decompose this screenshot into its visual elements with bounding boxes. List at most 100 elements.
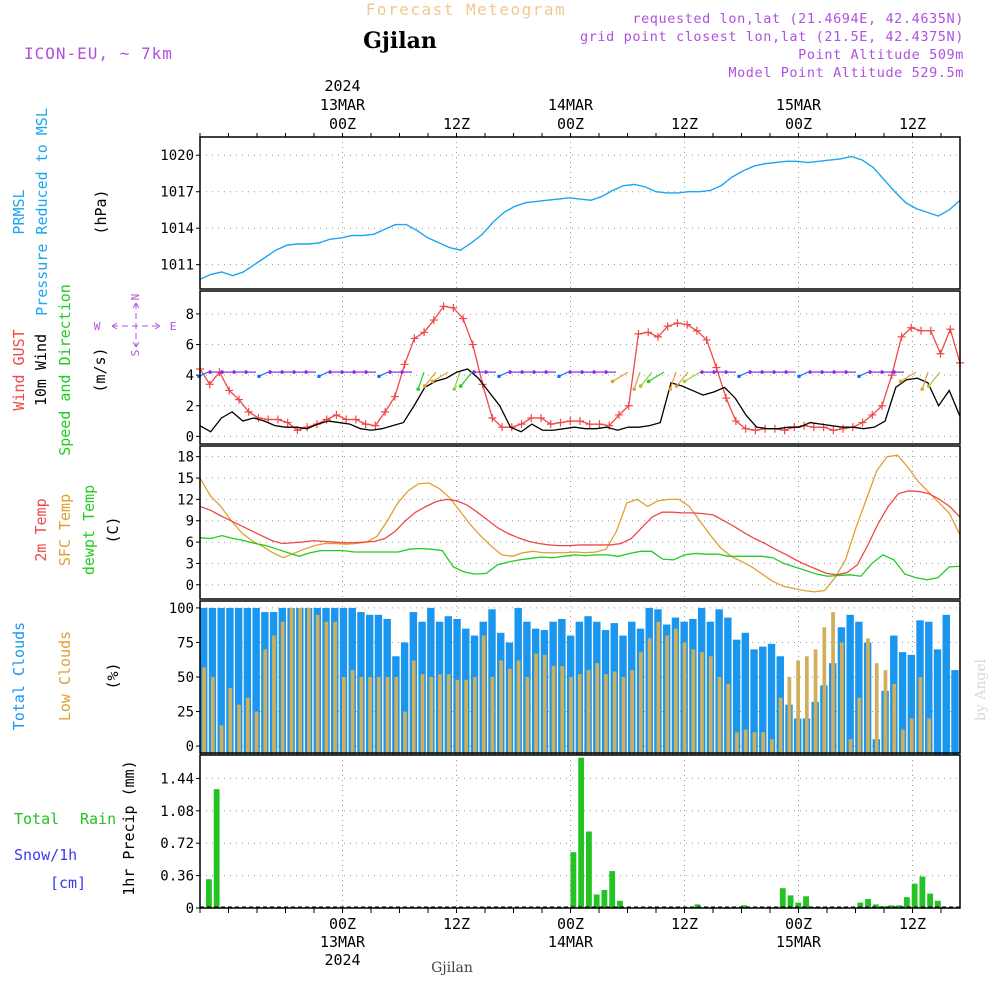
wind-direction-arrow <box>460 371 473 387</box>
wind-direction-arrow <box>424 371 437 387</box>
bottom-axis-label: 00Z <box>329 915 356 933</box>
gust-marker <box>556 418 565 427</box>
clouds-ytick-label: 0 <box>186 739 194 755</box>
gust-marker <box>527 413 536 422</box>
gust-marker <box>449 303 458 312</box>
wind-arrow-head <box>580 370 584 374</box>
total-clouds-bar <box>217 607 225 761</box>
pressure-ytick-label: 1014 <box>160 221 194 237</box>
precip-bar <box>927 893 934 908</box>
requested-coords: requested lon,lat (21.4694E, 42.4635N) <box>632 11 964 27</box>
compass-south: S <box>129 350 142 357</box>
wind-arrow-head <box>920 387 924 391</box>
gust-marker <box>332 410 341 419</box>
low-clouds-bar <box>656 621 661 761</box>
total-clouds-bar <box>907 654 916 761</box>
total-clouds-bar <box>846 614 854 761</box>
gust-marker <box>829 426 838 435</box>
wind-line <box>199 368 961 433</box>
low-clouds-bar <box>350 670 355 761</box>
precip-bar <box>779 888 786 908</box>
precip-bar <box>741 905 747 908</box>
dewpoint-line <box>199 534 961 581</box>
gust-marker <box>644 328 653 337</box>
temperature-ytick-label: 9 <box>186 514 194 530</box>
temperature-plot-area <box>200 446 960 599</box>
compass-east: E <box>170 320 177 333</box>
top-axis-label: 12Z <box>671 115 698 133</box>
bottom-axis-label: 14MAR <box>548 933 594 951</box>
wind-10m-label: 10m Wind <box>32 334 50 406</box>
grid-point-coords: grid point closest lon,lat (21.5E, 42.43… <box>580 29 964 45</box>
low-clouds-bar <box>604 674 608 761</box>
temperature-ytick-label: 12 <box>177 492 194 508</box>
wind-arrow-head <box>208 370 212 374</box>
low-clouds-bar <box>761 732 766 761</box>
low-clouds-bar <box>411 660 416 761</box>
low-clouds-bar <box>927 718 931 761</box>
gust-marker <box>361 420 370 429</box>
top-axis-label: 12Z <box>899 115 926 133</box>
low-clouds-bar <box>385 677 390 761</box>
total-clouds-bar <box>234 607 243 761</box>
total-clouds-bar <box>855 621 863 761</box>
wind-arrow-head <box>557 374 561 379</box>
low-clouds-bar <box>394 677 399 761</box>
compass-arrowheads <box>111 302 161 348</box>
gust-marker <box>225 386 234 395</box>
low-clouds-bar <box>324 621 329 761</box>
low-clouds-bar <box>796 660 800 761</box>
total-clouds-bar <box>951 670 959 761</box>
gust-marker <box>858 418 867 427</box>
gust-marker <box>244 407 253 416</box>
wind-speed-direction-label: Speed and Direction <box>56 284 74 456</box>
precip-bar <box>880 906 887 908</box>
wind-ytick-label: 6 <box>186 338 194 354</box>
temperature-ytick-label: 18 <box>177 450 194 466</box>
low-clouds-bar <box>263 649 268 761</box>
precip-bar <box>206 879 212 908</box>
gust-marker <box>809 423 818 432</box>
wind-arrow-head <box>292 370 296 374</box>
wind-direction-arrow <box>684 371 701 382</box>
gust-marker <box>400 360 409 369</box>
low-clouds-bar <box>525 677 530 761</box>
precip-ytick-label: 0.72 <box>160 836 194 852</box>
gust-marker <box>595 420 604 429</box>
total-clouds-bar <box>898 652 907 761</box>
gust-marker <box>839 424 848 433</box>
low-clouds-bar <box>735 732 739 761</box>
gust-marker <box>459 314 468 323</box>
gust-marker <box>936 349 945 358</box>
wind-arrow-head <box>724 370 728 374</box>
low-clouds-bar <box>376 677 381 761</box>
total-clouds-bar <box>767 643 776 761</box>
wind-arrow-head <box>544 370 548 374</box>
clouds-unit: (%) <box>104 662 122 689</box>
total-clouds-bar <box>942 614 950 761</box>
precip-bar <box>617 900 623 908</box>
gust-marker <box>410 334 419 343</box>
precip-bar <box>578 757 585 908</box>
low-clouds-bar <box>752 732 757 761</box>
wind-direction-arrow <box>928 371 941 387</box>
wind-arrow-head <box>268 370 272 374</box>
wind-direction-arrow <box>648 371 665 382</box>
total-clouds-bar <box>925 621 933 761</box>
wind-arrow-head <box>280 370 284 374</box>
wind-arrow-head <box>452 387 456 391</box>
low-clouds-bar <box>280 621 285 761</box>
wind-arrow-head <box>304 370 308 374</box>
low-clouds-bar <box>298 607 303 761</box>
gust-marker <box>624 401 633 410</box>
low-clouds-bar <box>202 667 206 761</box>
wind-arrow-head <box>610 379 615 384</box>
temperature-ytick-label: 0 <box>186 578 194 594</box>
gust-marker <box>205 380 214 389</box>
low-clouds-bar <box>473 677 477 761</box>
gust-marker <box>663 322 672 331</box>
wind-arrow-head <box>760 370 764 374</box>
wind-arrow-head <box>484 370 488 374</box>
gust-marker <box>917 326 926 335</box>
precip-bar <box>857 902 864 908</box>
